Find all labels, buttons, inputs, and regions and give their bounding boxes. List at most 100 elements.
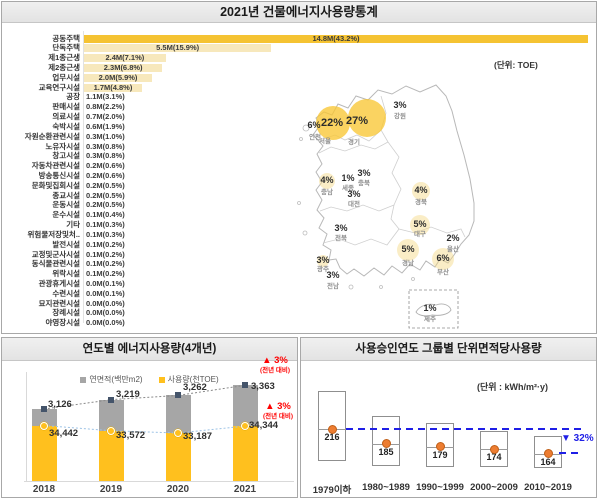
bar-category-label: 공장 [66,92,80,102]
bar-row: 교정및군사시설 0.1M(0.2%) [2,250,596,260]
bar-row: 관광휴게시설 0.0M(0.1%) [2,279,596,289]
region-pct-부산: 6% [436,253,450,263]
bar-value-label: 0.2M(0.6%) [86,161,125,171]
usage-value: 34,442 [49,427,79,439]
bar-category-label: 기타 [66,220,80,230]
bar-value-label: 5.5M(15.9%) [156,43,200,53]
reference-dashed-line [346,428,584,430]
region-name-전남: 전남 [327,283,339,290]
bar-row: 방송통신시설 0.2M(0.6%) [2,171,596,181]
bar-value-label: 0.2M(0.6%) [86,170,125,180]
bar-value-label: 2.4M(7.1%) [105,53,145,63]
bar-floor-area [165,395,191,434]
year-label: 2018 [32,484,56,495]
map-bubbles [316,99,454,270]
x-axis [24,481,294,482]
bar-row: 종교시설 0.2M(0.5%) [2,191,596,201]
bar-value-label: 0.2M(0.5%) [86,190,125,200]
unit-label-toe: (단위: TOE) [494,60,538,70]
median-dot [543,449,553,459]
bar-row: 단독주택 5.5M(15.9%) [2,43,596,53]
region-pct-충북: 3% [357,168,371,178]
region-pct-광주: 3% [316,255,330,265]
bar-row: 자원순환관련시설 0.3M(1.0%) [2,132,596,142]
region-pct-제주: 1% [423,303,437,313]
bar-value-label: 1.1M(3.1%) [86,92,125,102]
yearly-usage-plot: 3,126 34,442 2018 3,219 33,572 2019 3,262 33,18… [2,338,297,497]
bar-value-label: 0.2M(0.5%) [86,180,125,190]
floor-area-marker [242,382,248,389]
bar [84,34,588,43]
region-name-충북: 충북 [358,180,370,187]
y-axis [26,372,27,481]
bar-category-label: 운수시설 [52,210,80,220]
yearly-legend: 연면적(백만m2) 사용량(천TOE) [57,374,242,385]
bar-value-label: 0.0M(0.0%) [86,308,125,318]
bar-category-label: 운동시설 [52,200,80,210]
bar-usage [232,426,258,481]
bar [84,63,163,72]
bar-floor-area [31,409,57,426]
gray-swatch-icon [80,376,87,383]
region-bubble-광주 [317,255,329,267]
bar-value-label: 0.1M(0.2%) [86,259,125,269]
region-pct-인천: 6% [307,120,321,130]
usage-value: 34,344 [249,420,279,432]
bar-category-label: 종교시설 [52,190,80,200]
approval-year-label: 2000~2009 [470,482,518,493]
yoy-arrow-text: ▲ 3% [262,355,288,366]
bar-row: 업무시설 2.0M(5.9%) [2,73,596,83]
bar-value-label: 0.3M(0.8%) [86,151,125,161]
region-bubble-부산 [432,248,454,270]
bar-category-label: 숙박시설 [52,121,80,131]
region-pct-울산: 2% [446,233,460,243]
yoy-annotation: ▲ 3% (전년 대비) [255,401,301,420]
bar-category-label: 업무시설 [52,72,80,82]
region-name-경북: 경북 [415,199,427,206]
bar-value-label: 0.7M(2.0%) [86,112,125,122]
yoy-sub-text: (전년 대비) [262,412,294,420]
bar-row: 묘지관련시설 0.0M(0.0%) [2,299,596,309]
median-value: 216 [324,432,340,442]
yellow-swatch-icon [158,376,165,383]
bar-row: 판매시설 0.8M(2.2%) [2,102,596,112]
panel-title-per-area: 사용승인연도 그룹별 단위면적당사용량 [301,338,596,361]
bar-row: 교육연구시설 1.7M(4.8%) [2,83,596,93]
floor-area-marker [108,396,114,403]
bar-category-label: 공동주택 [52,33,80,43]
korea-map: 6% 인천 22% 서울 27% 경기 3% 강원 4% 충남 1% 세종 3% 충북 3% 대전 4% 경북 3%… [293,83,587,333]
bar-value-label: 0.1M(0.2%) [86,269,125,279]
region-pct-대구: 5% [413,219,427,229]
bar-category-label: 자원순환관련시설 [24,131,80,141]
bar-row: 창고시설 0.3M(0.8%) [2,151,596,161]
median-value: 174 [486,452,502,463]
bar-category-label: 단독주택 [52,43,80,53]
bar-category-label: 창고시설 [52,151,80,161]
legend-label: 연면적(백만m2) [89,375,143,384]
region-pct-충남: 4% [320,175,334,185]
bar-value-label: 0.2M(0.5%) [86,200,125,210]
year-label: 2020 [166,484,190,495]
building-energy-panel: 2021년 건물에너지사용량통계 (단위: TOE) 공동주택 14.8M(43.… [1,1,597,334]
region-pct-강원: 3% [393,100,407,110]
median-dot [435,442,445,452]
floor-area-marker [41,406,47,412]
bar-row: 장례시설 0.0M(0.0%) [2,308,596,318]
approval-year-label: 1979이하 [312,485,352,496]
usage-marker [107,426,115,435]
bar-category-label: 묘지관련시설 [38,298,80,308]
panel-title-building-energy: 2021년 건물에너지사용량통계 [2,2,596,23]
legend-item-floor-area: 연면적(백만m2) [80,374,143,385]
region-pct-전북: 3% [334,223,348,233]
region-bubble-대구 [410,215,430,235]
region-name-충남: 충남 [321,189,333,196]
usage-marker [40,421,48,430]
region-name-강원: 강원 [394,113,406,120]
floor-area-value: 3,126 [48,399,72,410]
region-name-세종: 세종 [342,185,354,192]
median-value: 179 [432,449,448,460]
bar-category-label: 위험물저장및처.. [27,229,80,239]
region-pct-경기: 27% [345,115,369,127]
region-bubble-충남 [319,173,335,189]
